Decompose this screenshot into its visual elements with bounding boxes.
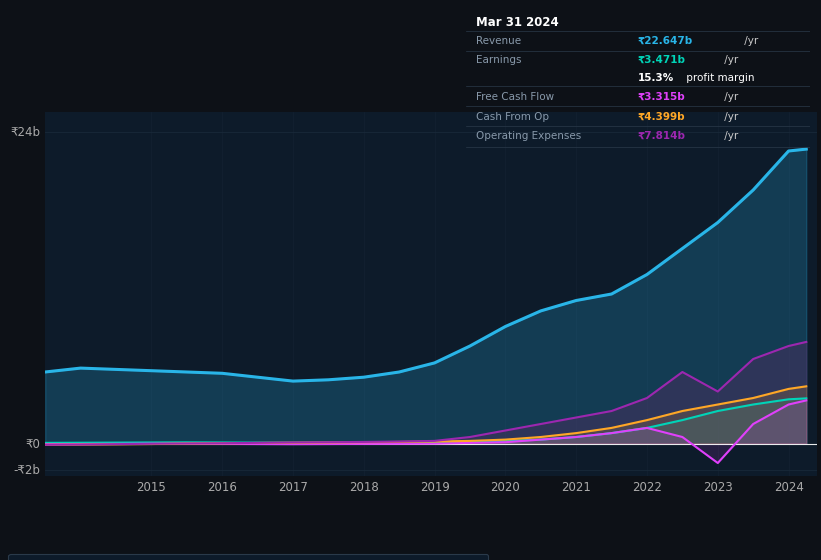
Text: profit margin: profit margin (683, 73, 754, 83)
Text: /yr: /yr (721, 111, 738, 122)
Text: Revenue: Revenue (476, 36, 521, 46)
Text: Cash From Op: Cash From Op (476, 111, 549, 122)
Text: ₹7.814b: ₹7.814b (638, 131, 686, 141)
Text: /yr: /yr (721, 55, 738, 64)
Text: Operating Expenses: Operating Expenses (476, 131, 581, 141)
Text: ₹3.471b: ₹3.471b (638, 55, 686, 64)
Text: /yr: /yr (721, 92, 738, 102)
Text: ₹22.647b: ₹22.647b (638, 36, 693, 46)
Text: Earnings: Earnings (476, 55, 521, 64)
Text: ₹3.315b: ₹3.315b (638, 92, 686, 102)
Text: ₹4.399b: ₹4.399b (638, 111, 686, 122)
Text: Mar 31 2024: Mar 31 2024 (476, 16, 558, 29)
Text: 15.3%: 15.3% (638, 73, 674, 83)
Text: /yr: /yr (721, 131, 738, 141)
Text: Free Cash Flow: Free Cash Flow (476, 92, 554, 102)
Legend: Revenue, Earnings, Free Cash Flow, Cash From Op, Operating Expenses: Revenue, Earnings, Free Cash Flow, Cash … (8, 554, 488, 560)
Text: /yr: /yr (741, 36, 759, 46)
